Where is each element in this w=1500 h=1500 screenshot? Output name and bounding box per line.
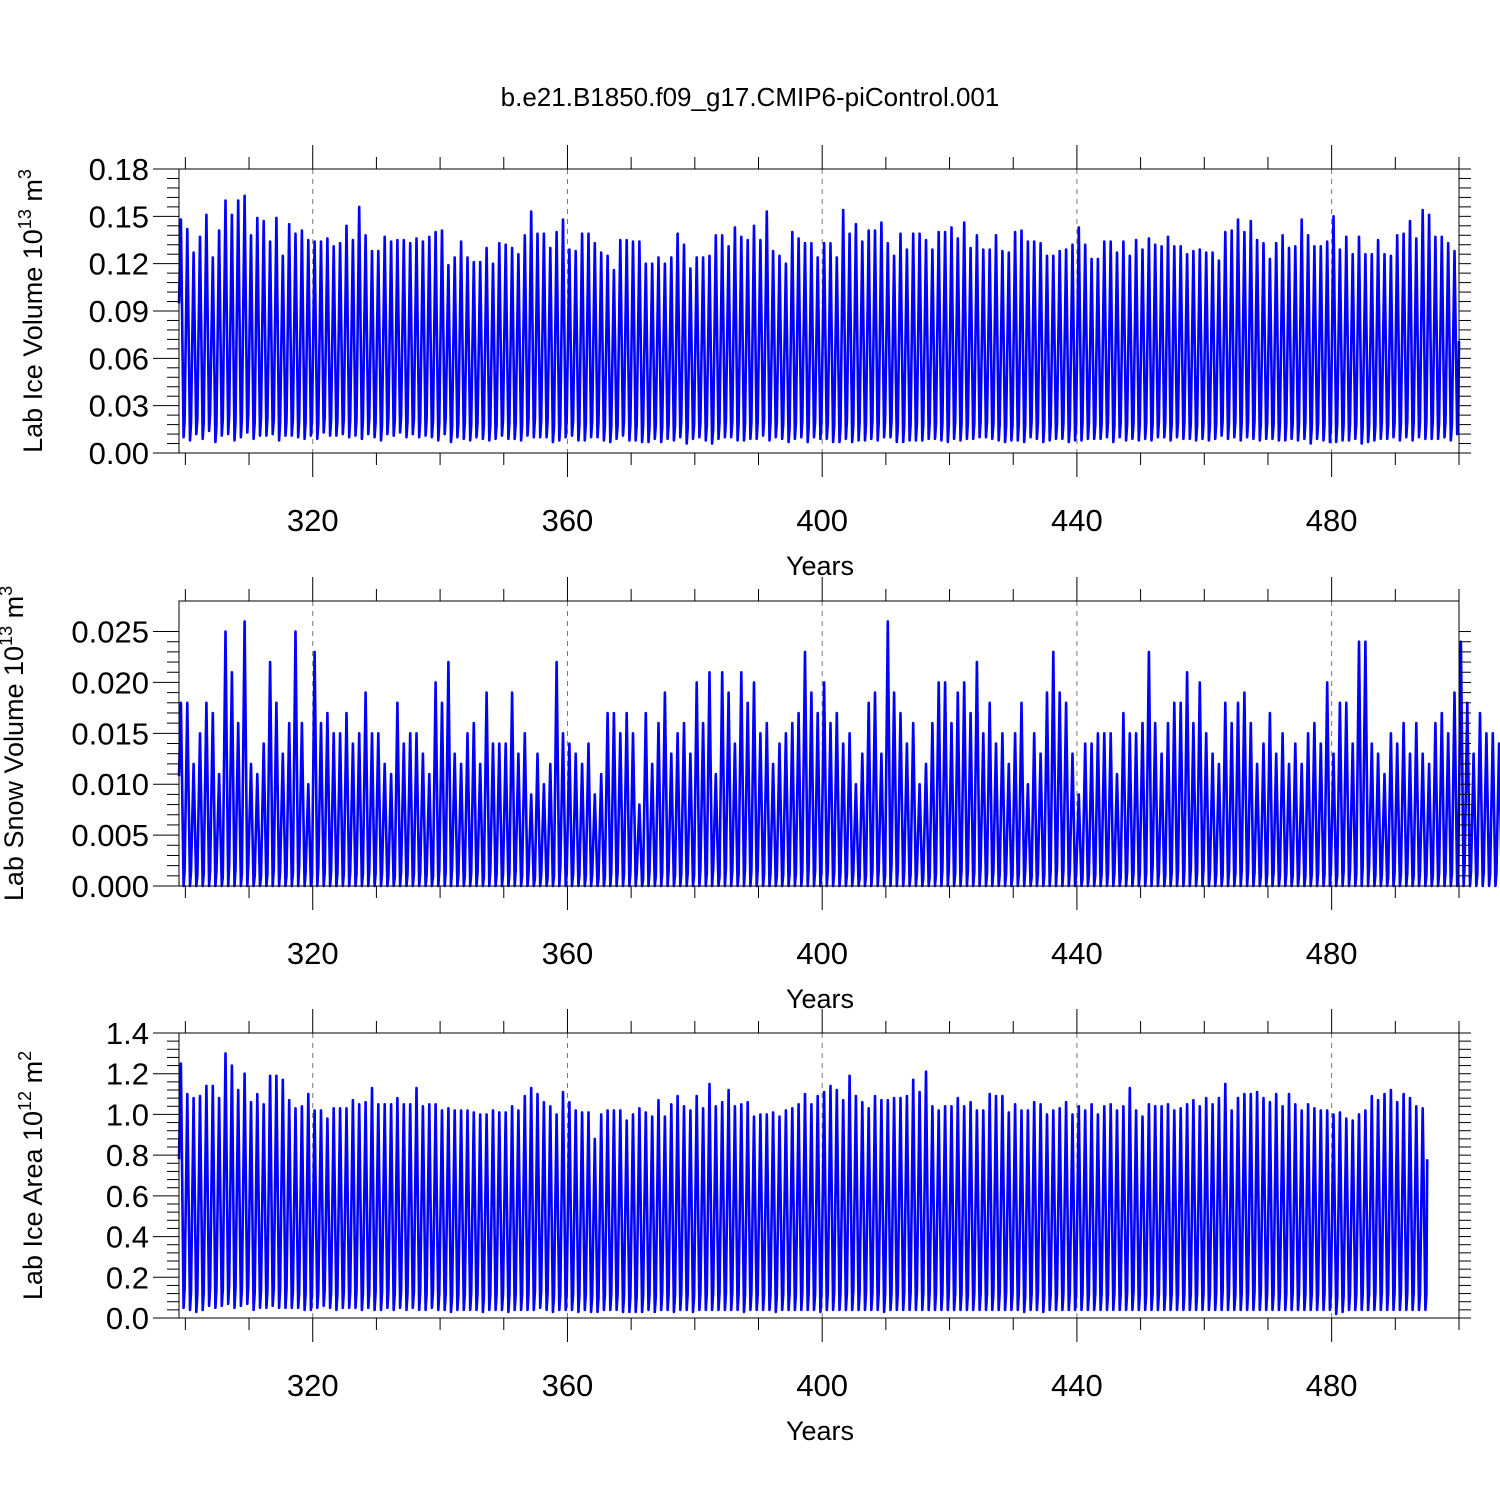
- y-tick-label: 1.2: [106, 1057, 149, 1092]
- y-tick-label: 0.005: [71, 818, 149, 853]
- x-tick-label: 440: [1051, 1368, 1103, 1403]
- y-tick-label: 0.4: [106, 1220, 149, 1255]
- x-tick-label: 400: [796, 503, 848, 538]
- x-axis-label: Years: [786, 551, 854, 581]
- y-tick-label: 0.8: [106, 1138, 149, 1173]
- y-tick-label: 0.18: [89, 152, 149, 187]
- figure-title: b.e21.B1850.f09_g17.CMIP6-piControl.001: [501, 82, 1000, 112]
- x-tick-label: 480: [1306, 936, 1358, 971]
- y-tick-label: 0.12: [89, 247, 149, 282]
- series-line: [177, 1052, 1429, 1316]
- y-tick-label: 0.00: [89, 436, 149, 471]
- y-tick-label: 0.000: [71, 869, 149, 904]
- panels: 0.00 0.03 0.06 0.09 0.12 0.15 0.18 320 360 400 440…: [0, 145, 1500, 1446]
- x-axis-label: Years: [786, 1416, 854, 1446]
- x-tick-label: 400: [796, 1368, 848, 1403]
- series-line: [177, 620, 1500, 888]
- series-line: [177, 194, 1461, 445]
- plot-frame: [178, 1032, 1460, 1319]
- y-tick-label: 0.010: [71, 767, 149, 802]
- y-tick-label: 0.020: [71, 665, 149, 700]
- panel-1: 0.00 0.03 0.06 0.09 0.12 0.15 0.18 320 360 400 440…: [15, 145, 1471, 581]
- x-tick-label: 480: [1306, 503, 1358, 538]
- y-tick-label: 1.0: [106, 1097, 149, 1132]
- y-tick-label: 0.09: [89, 294, 149, 329]
- y-tick-label: 0.025: [71, 615, 149, 650]
- y-tick-label: 0.2: [106, 1260, 149, 1295]
- x-tick-label: 320: [287, 1368, 339, 1403]
- y-tick-label: 0.15: [89, 199, 149, 234]
- x-tick-label: 400: [796, 936, 848, 971]
- x-tick-label: 440: [1051, 936, 1103, 971]
- x-tick-label: 360: [542, 1368, 594, 1403]
- y-tick-label: 0.0: [106, 1301, 149, 1336]
- y-tick-label: 1.4: [106, 1016, 149, 1051]
- x-tick-label: 360: [542, 503, 594, 538]
- panel-2: 0.000 0.005 0.010 0.015 0.020 0.025 320 360 400 4…: [0, 577, 1500, 1014]
- y-axis-label: Lab Ice Volume 1013 m3: [15, 169, 48, 453]
- panel-3: 0.0 0.2 0.4 0.6 0.8 1.0 1.2 1.4 320 360 400 440 480 Y…: [15, 1009, 1471, 1446]
- x-tick-label: 360: [542, 936, 594, 971]
- y-tick-label: 0.06: [89, 341, 149, 376]
- x-tick-label: 440: [1051, 503, 1103, 538]
- x-tick-label: 320: [287, 503, 339, 538]
- x-tick-label: 320: [287, 936, 339, 971]
- y-tick-label: 0.03: [89, 389, 149, 424]
- x-axis-label: Years: [786, 984, 854, 1014]
- x-tick-label: 480: [1306, 1368, 1358, 1403]
- y-tick-label: 0.6: [106, 1179, 149, 1214]
- y-axis-label: Lab Ice Area 1012 m2: [15, 1051, 48, 1300]
- y-tick-label: 0.015: [71, 716, 149, 751]
- y-axis-label: Lab Snow Volume 1013 m3: [0, 586, 29, 901]
